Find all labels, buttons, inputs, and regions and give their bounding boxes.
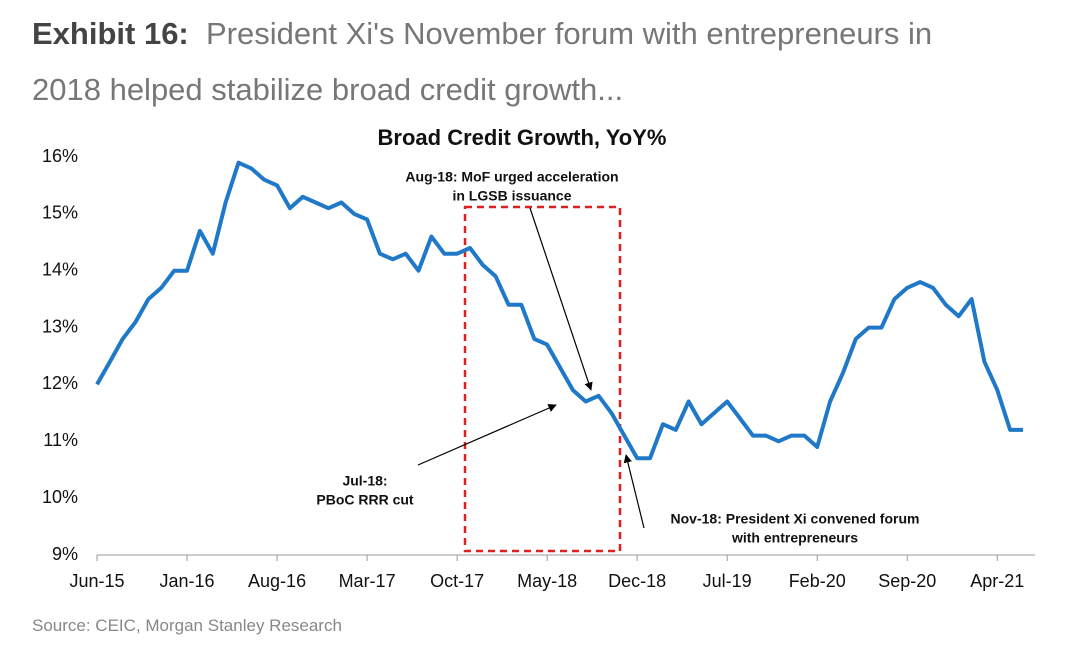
x-tick-label: Dec-18: [608, 571, 666, 591]
exhibit-label: Exhibit 16:: [32, 16, 189, 51]
arrow: [417, 404, 557, 466]
line: [95, 160, 1023, 461]
annotation: Jul-18:: [342, 473, 387, 489]
annotation: with entrepreneurs: [731, 530, 858, 546]
y-tick-label: 9%: [52, 544, 78, 564]
annotation: Nov-18: President Xi convened forum: [671, 511, 920, 527]
x-tick-label: Jun-15: [69, 571, 124, 591]
x-tick-label: Mar-17: [339, 571, 396, 591]
y-tick-label: 12%: [42, 373, 78, 393]
annotation: in LGSB issuance: [452, 188, 571, 204]
x-tick-label: Oct-17: [430, 571, 484, 591]
arrow: [623, 454, 645, 529]
x-tick-label: May-18: [517, 571, 577, 591]
x-tick-label: Sep-20: [878, 571, 936, 591]
x-tick-label: Aug-16: [248, 571, 306, 591]
header-line-1: Exhibit 16: President Xi's November foru…: [32, 14, 932, 54]
y-tick-label: 14%: [42, 259, 78, 279]
source: Source: CEIC, Morgan Stanley Research: [32, 616, 342, 635]
highlight-box: [463, 205, 622, 553]
y-tick-label: 10%: [42, 487, 78, 507]
annotation: Aug-18: MoF urged acceleration: [405, 169, 618, 185]
y-tick-label: 11%: [43, 430, 78, 450]
header-text: President Xi's November forum with entre…: [206, 16, 933, 51]
arrow: [529, 207, 593, 391]
annotation: PBoC RRR cut: [316, 492, 414, 508]
x-tick-label: Jan-16: [160, 571, 215, 591]
y-tick-label: 13%: [42, 316, 78, 336]
y-tick-label: 16%: [42, 146, 78, 166]
y-tick-label: 15%: [42, 203, 78, 223]
x-tick-label: Feb-20: [789, 571, 846, 591]
header-line-2: 2018 helped stabilize broad credit growt…: [32, 72, 624, 107]
x-tick-label: Apr-21: [970, 571, 1024, 591]
x-tick-label: Jul-19: [703, 571, 752, 591]
chart-title: Broad Credit Growth, YoY%: [378, 125, 667, 150]
